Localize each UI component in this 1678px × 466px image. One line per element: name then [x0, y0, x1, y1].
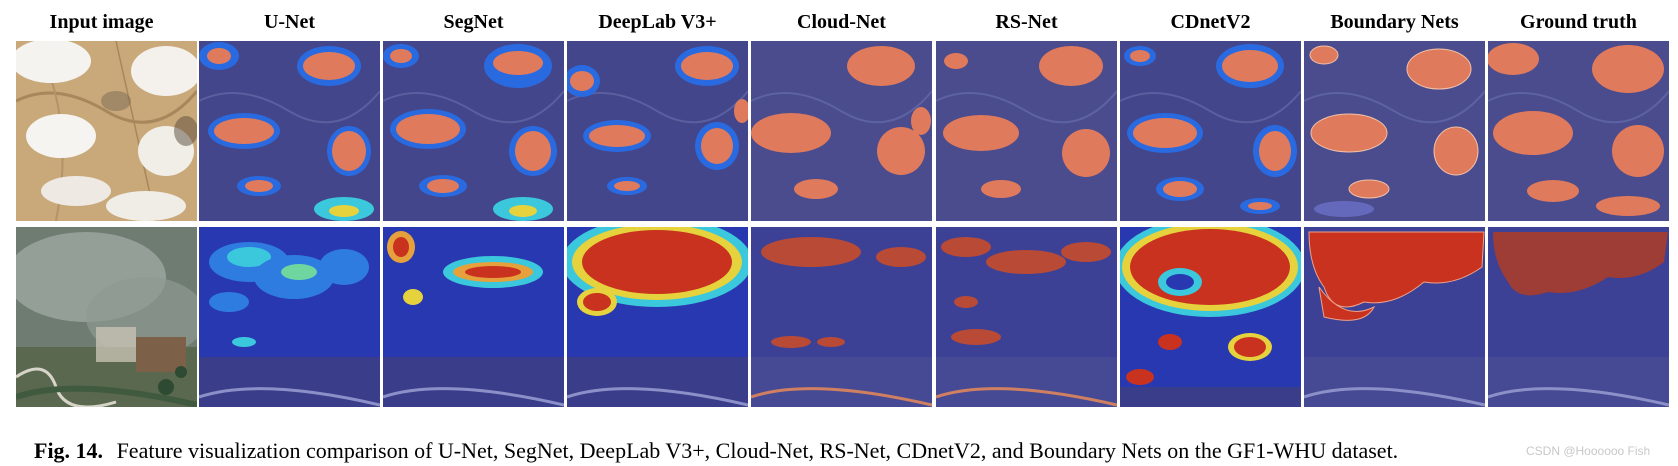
header-input-image: Input image — [49, 11, 154, 33]
row2-u-net-map — [199, 227, 380, 407]
header-segnet: SegNet — [443, 11, 504, 33]
figure-label: Fig. 14. — [34, 438, 104, 463]
row2-cdnetv2-map — [1120, 227, 1301, 407]
header-cdnetv2: CDnetV2 — [1170, 11, 1251, 33]
header-u-net: U-Net — [263, 11, 316, 33]
row2-boundary-nets-map — [1304, 227, 1485, 407]
row1-cdnetv2-map — [1120, 41, 1301, 221]
figure-caption: Fig. 14. Feature visualization compariso… — [34, 438, 1398, 464]
header-ground-truth: Ground truth — [1520, 11, 1637, 33]
row1-u-net-map — [199, 41, 380, 221]
header-cloud-net: Cloud-Net — [797, 11, 886, 33]
row1-boundary-nets-map — [1304, 41, 1485, 221]
row2-deeplab-v3plus-map — [567, 227, 748, 407]
watermark: CSDN @Hoooooo Fish — [1526, 444, 1651, 458]
row2-segnet-map — [383, 227, 564, 407]
row1-segnet-map — [383, 41, 564, 221]
row1-ground-truth-map — [1488, 41, 1669, 221]
figure-caption-text: Feature visualization comparison of U-Ne… — [116, 438, 1399, 463]
header-rs-net: RS-Net — [995, 11, 1058, 33]
header-boundary-nets: Boundary Nets — [1330, 11, 1459, 33]
row2-rs-net-map — [936, 227, 1117, 407]
row1-input-image — [16, 41, 197, 221]
header-deeplab-v3plus: DeepLab V3+ — [598, 11, 717, 33]
row1-rs-net-map — [936, 41, 1117, 221]
row2-input-image — [16, 227, 197, 407]
row2-cloud-net-map — [751, 227, 932, 407]
row2-ground-truth-map — [1488, 227, 1669, 407]
row1-deeplab-v3plus-map — [567, 41, 748, 221]
row1-cloud-net-map — [751, 41, 932, 221]
